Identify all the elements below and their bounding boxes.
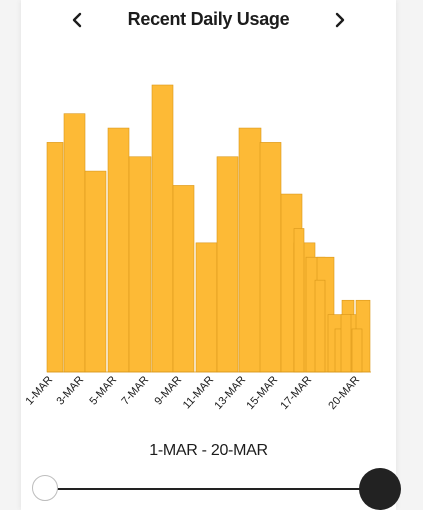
- overlap-bar: [293, 228, 305, 373]
- daily-usage-chart: 1-MAR 3-MAR 5-MAR 7-MAR 9-MAR11-MAR13-MAR15-…: [23, 84, 371, 412]
- bar-8-MAR: [195, 242, 218, 373]
- bar-3-MAR: [84, 170, 107, 373]
- usage-card: Recent Daily Usage 1-MAR 3-MAR 5-MAR 7-MAR 9…: [21, 0, 401, 510]
- date-range-label: 1-MAR - 20-MAR: [149, 442, 268, 459]
- bar-4-MAR: [107, 127, 130, 373]
- bar-10-MAR: [238, 127, 262, 373]
- bar-7-MAR: [172, 185, 195, 373]
- chart-header: Recent Daily Usage: [21, 0, 396, 40]
- x-tick-label: 15-MAR: [244, 374, 280, 412]
- bar-6-MAR: [151, 84, 174, 373]
- overlap-bar: [340, 314, 352, 373]
- range-end-handle[interactable]: [359, 468, 401, 510]
- next-period-button[interactable]: [326, 6, 354, 34]
- bar-5-MAR: [128, 156, 152, 373]
- previous-period-button[interactable]: [63, 6, 91, 34]
- date-range-slider[interactable]: [21, 460, 401, 510]
- x-tick-label: 5-MAR: [87, 374, 119, 408]
- x-tick-label: 9-MAR: [152, 374, 184, 408]
- overlap-bar: [351, 328, 363, 373]
- x-tick-label: 7-MAR: [119, 374, 151, 408]
- bar-11-MAR: [259, 142, 282, 373]
- bar-9-MAR: [216, 156, 239, 373]
- x-tick-label: 11-MAR: [181, 374, 216, 411]
- slider-track[interactable]: [45, 488, 378, 490]
- chevron-left-icon: [72, 12, 82, 28]
- range-start-handle[interactable]: [32, 475, 58, 501]
- x-tick-label: 1-MAR: [23, 374, 55, 408]
- x-tick-label: 20-MAR: [326, 374, 362, 412]
- chevron-right-icon: [335, 12, 345, 28]
- bar-2-MAR: [63, 113, 86, 373]
- overlap-bar: [314, 279, 326, 373]
- x-tick-label: 17-MAR: [278, 374, 314, 412]
- chart-title: Recent Daily Usage: [127, 9, 290, 29]
- x-tick-label: 13-MAR: [212, 374, 248, 412]
- x-tick-label: 3-MAR: [54, 374, 86, 408]
- bar-1-MAR: [46, 142, 64, 373]
